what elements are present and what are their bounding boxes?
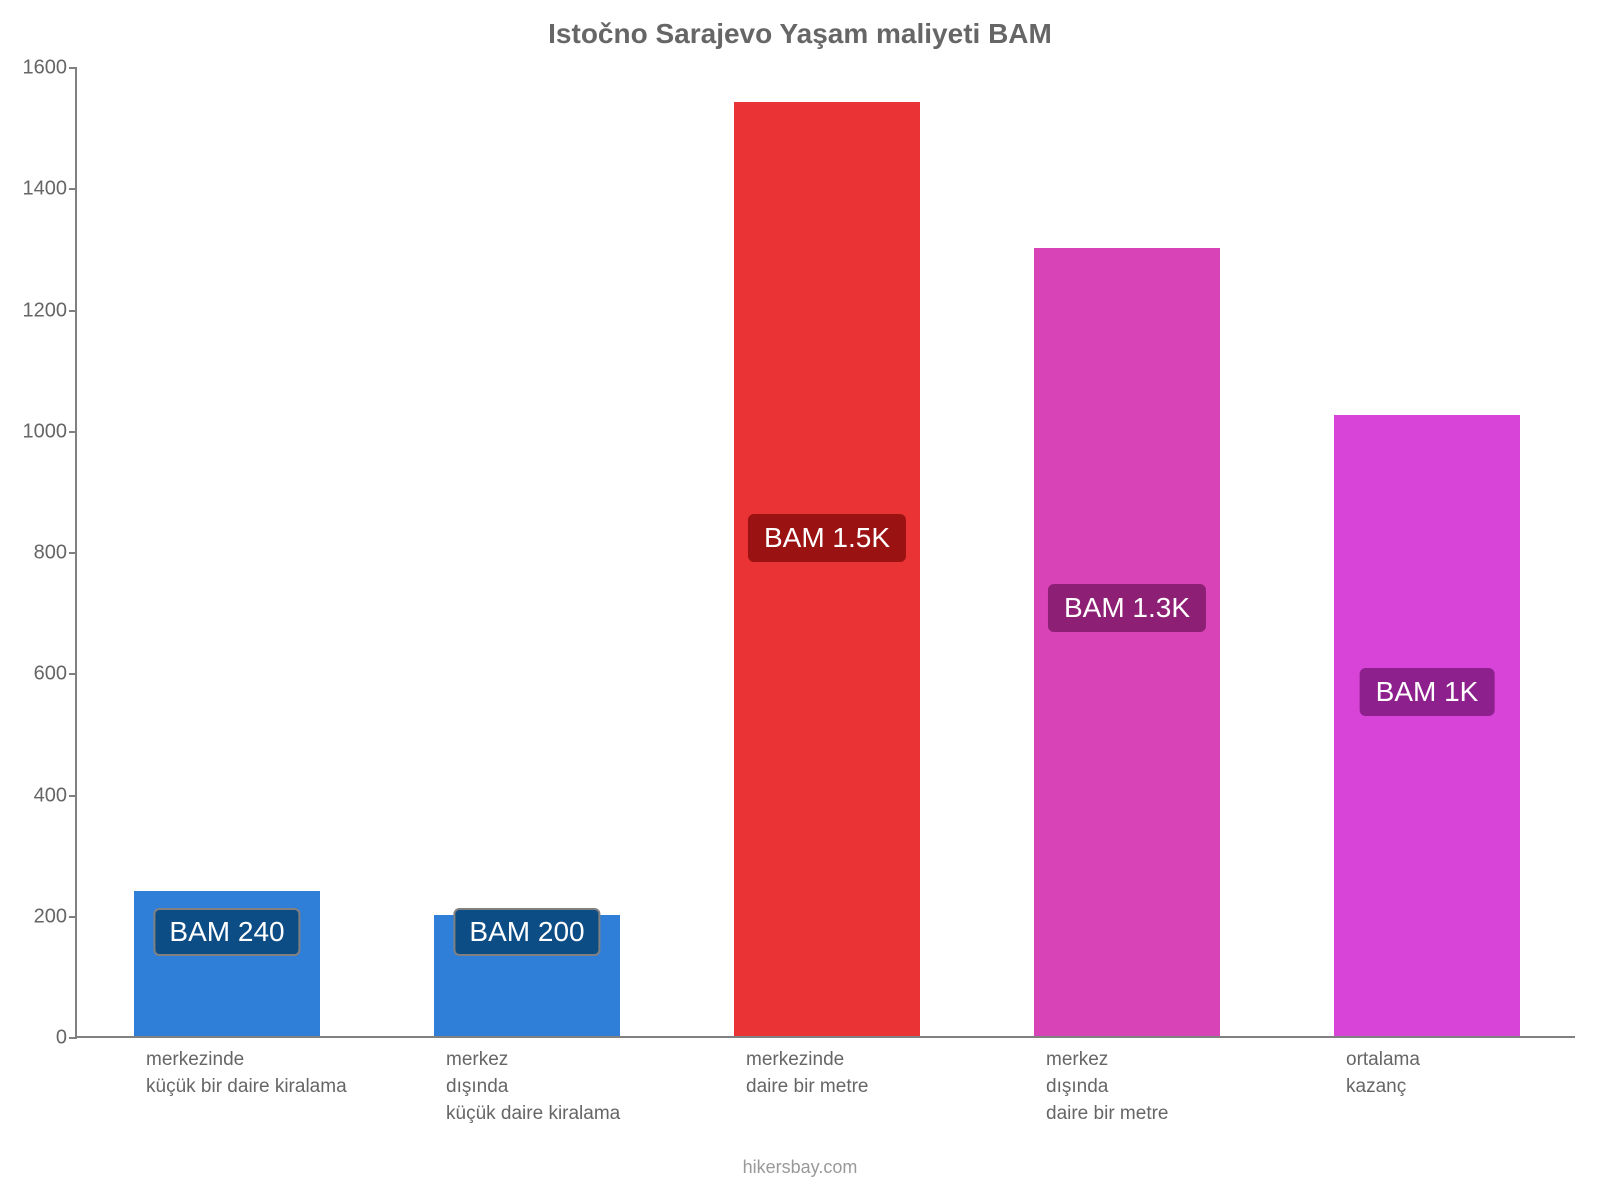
chart-title: Istočno Sarajevo Yaşam maliyeti BAM	[0, 18, 1600, 50]
ytick-mark	[69, 310, 77, 312]
bar	[1334, 415, 1520, 1036]
attribution: hikersbay.com	[0, 1157, 1600, 1178]
xtick-label: ortalamakazanç	[1346, 1036, 1420, 1100]
ytick-mark	[69, 431, 77, 433]
bar-value-label: BAM 240	[153, 908, 300, 956]
ytick-mark	[69, 916, 77, 918]
bar	[1034, 248, 1220, 1036]
ytick-mark	[69, 1037, 77, 1039]
ytick-mark	[69, 795, 77, 797]
bar-value-label: BAM 1.5K	[748, 514, 906, 562]
xtick-label: merkezdışındadaire bir metre	[1046, 1036, 1169, 1127]
bar-value-label: BAM 1.3K	[1048, 584, 1206, 632]
bar-value-label: BAM 1K	[1360, 668, 1495, 716]
ytick-mark	[69, 673, 77, 675]
plot-area: 02004006008001000120014001600BAM 240merk…	[75, 68, 1575, 1038]
ytick-mark	[69, 552, 77, 554]
xtick-label: merkezdışındaküçük daire kiralama	[446, 1036, 620, 1127]
bar-value-label: BAM 200	[453, 908, 600, 956]
ytick-mark	[69, 67, 77, 69]
chart-container: Istočno Sarajevo Yaşam maliyeti BAM 0200…	[0, 0, 1600, 1200]
bar	[734, 102, 920, 1036]
ytick-mark	[69, 188, 77, 190]
xtick-label: merkezindeküçük bir daire kiralama	[146, 1036, 347, 1100]
xtick-label: merkezindedaire bir metre	[746, 1036, 869, 1100]
